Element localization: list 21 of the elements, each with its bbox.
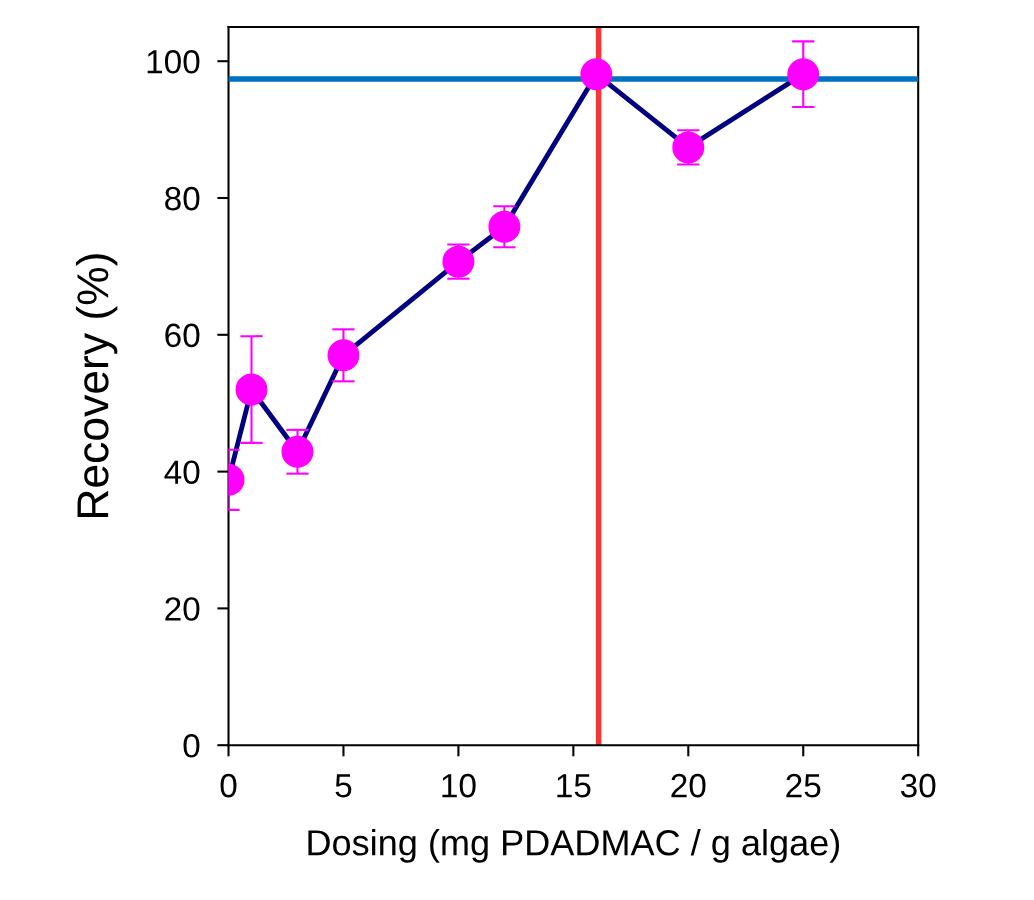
x-tick-label: 5	[335, 774, 352, 798]
x-tick-label: 20	[671, 773, 706, 798]
y-tick-label: 80	[165, 186, 200, 211]
x-tick-label: 25	[786, 773, 821, 798]
x-tick-label: 0	[220, 773, 237, 798]
point	[488, 210, 521, 243]
y-axis-title: Recovery (%)	[75, 254, 118, 518]
point	[327, 339, 360, 372]
y-tick-label: 40	[164, 460, 200, 485]
point	[580, 58, 613, 91]
point	[281, 435, 314, 468]
point	[235, 373, 268, 406]
x-axis-title: Dosing (mg PDADMAC / g algae)	[308, 829, 840, 863]
y-tick-label: 20	[165, 597, 200, 621]
y-tick-label: 60	[165, 323, 200, 348]
x-tick-label: 30	[900, 773, 936, 798]
point	[787, 58, 820, 91]
y-tick-label: 100	[147, 50, 200, 74]
x-tick-label: 10	[442, 773, 476, 798]
x-tick-label: 15	[557, 774, 591, 798]
y-tick-label: 0	[183, 734, 200, 758]
